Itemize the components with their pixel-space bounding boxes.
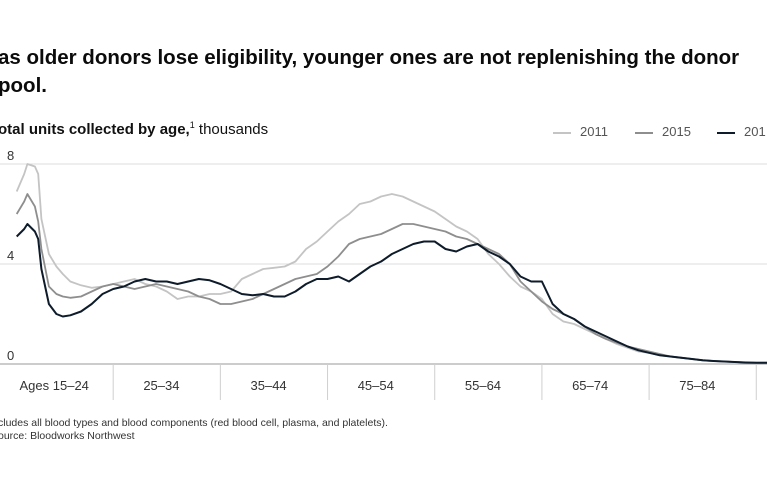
chart-headline: as older donors lose eligibility, younge…	[0, 46, 740, 97]
chart-area: 0 4 8 Ages 15–24 25–34 35–44 45–54 55–64 65–74 75…	[0, 148, 767, 405]
legend-item-2015: 2015	[635, 124, 691, 142]
footnote-marker: 1	[189, 120, 195, 130]
y-tick-label-2: 8	[7, 150, 14, 163]
x-tick-label-4: 55–64	[465, 378, 501, 393]
footnote-source: ource: Bloodworks Northwest	[0, 430, 135, 442]
x-tick-label-2: 35–44	[251, 378, 287, 393]
legend-item-2011: 2011	[553, 124, 608, 142]
y-tick-label-1: 4	[7, 248, 14, 263]
x-tick-label-1: 25–34	[143, 378, 179, 393]
chart-footnotes: cludes all blood types and blood compone…	[0, 417, 388, 443]
x-tick-label-5: 65–74	[572, 378, 608, 393]
x-tick-label-6: 75–84	[679, 378, 715, 393]
line-chart: 0 4 8 Ages 15–24 25–34 35–44 45–54 55–64 65–74 75…	[0, 148, 767, 400]
y-tick-label-0: 0	[7, 348, 14, 363]
subtitle-label: otal units collected by age,	[0, 121, 190, 138]
legend-label-2011: 2011	[580, 124, 608, 139]
legend-label-latest: 201	[744, 124, 766, 139]
legend-swatch-latest	[717, 131, 735, 134]
legend-label-2015: 2015	[662, 124, 691, 139]
series-line-2015	[15, 193, 767, 364]
series-line-2011	[15, 163, 767, 364]
footnote-1: cludes all blood types and blood compone…	[0, 417, 388, 429]
series-line-201	[15, 223, 767, 364]
x-tick-label-3: 45–54	[358, 378, 394, 393]
chart-legend: 2011 2015 201	[553, 124, 767, 142]
subtitle-unit: thousands	[198, 121, 269, 138]
x-tick-label-0: Ages 15–24	[20, 378, 89, 393]
legend-swatch-2011	[553, 131, 571, 134]
legend-swatch-2015	[635, 131, 653, 134]
legend-item-latest: 201	[717, 124, 766, 142]
chart-subtitle: otal units collected by age,1 thousands	[0, 120, 268, 138]
